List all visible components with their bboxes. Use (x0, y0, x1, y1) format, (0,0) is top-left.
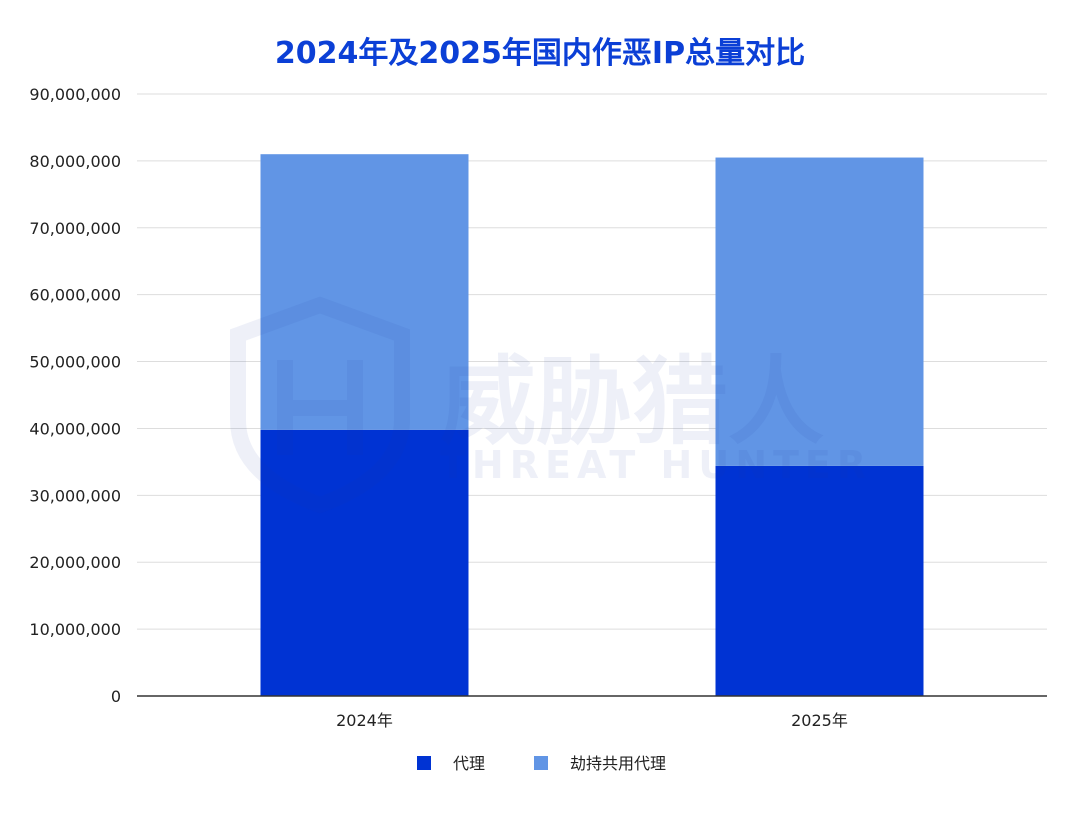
bar-segment-proxy (715, 465, 924, 696)
y-tick-label: 50,000,000 (29, 353, 121, 372)
legend-label-proxy: 代理 (453, 754, 485, 773)
y-tick-label: 0 (111, 687, 121, 706)
y-tick-label: 40,000,000 (29, 419, 121, 438)
y-tick-label: 90,000,000 (29, 85, 121, 104)
y-axis-tick-labels: 0 10,000,000 20,000,000 30,000,000 40,000,00… (29, 85, 121, 706)
bar-segment-hijacked-proxy (715, 157, 924, 466)
y-tick-label: 30,000,000 (29, 486, 121, 505)
chart-title: 2024年及2025年国内作恶IP总量对比 (275, 36, 805, 71)
x-category-label: 2024年 (336, 711, 393, 730)
legend: 代理 劫持共用代理 (417, 754, 666, 773)
legend-swatch-proxy (417, 756, 431, 770)
y-tick-label: 10,000,000 (29, 620, 121, 639)
y-tick-label: 20,000,000 (29, 553, 121, 572)
watermark-brand-cn: 威胁猎人 (440, 346, 824, 458)
x-axis-category-labels: 2024年 2025年 (336, 711, 848, 730)
y-tick-label: 70,000,000 (29, 219, 121, 238)
bar-segment-hijacked-proxy (260, 154, 469, 430)
bars (260, 154, 924, 696)
y-tick-label: 80,000,000 (29, 152, 121, 171)
y-tick-label: 60,000,000 (29, 286, 121, 305)
watermark: 威胁猎人 THREAT HUNTER (230, 296, 872, 514)
x-category-label: 2025年 (791, 711, 848, 730)
watermark-brand-en: THREAT HUNTER (440, 443, 872, 487)
bar-segment-proxy (260, 429, 469, 696)
legend-swatch-hijacked-proxy (534, 756, 548, 770)
legend-label-hijacked-proxy: 劫持共用代理 (570, 754, 666, 773)
shield-h-logo-icon (230, 296, 410, 514)
